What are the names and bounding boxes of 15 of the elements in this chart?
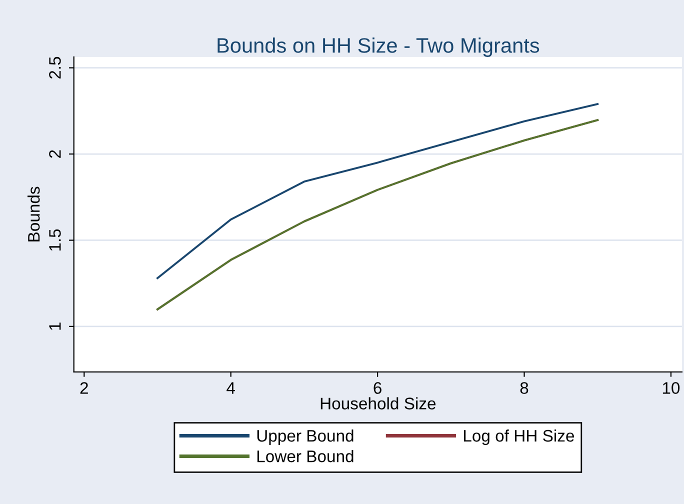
x-tick-label: 2 [80, 382, 88, 394]
chart-title: Bounds on HH Size - Two Migrants [218, 38, 540, 57]
x-tick-label: 6 [374, 382, 382, 394]
y-tick-label: 1.5 [49, 229, 61, 251]
x-tick-label: 4 [226, 382, 235, 394]
y-tick-label: 2.5 [49, 56, 61, 79]
legend-label: Lower Bound [257, 450, 354, 462]
y-tick-label: 2 [49, 150, 61, 158]
y-axis-title: Bounds [28, 186, 40, 242]
legend-label: Log of HH Size [464, 429, 574, 446]
x-tick-label: 10 [662, 382, 680, 394]
legend-label: Upper Bound [257, 429, 354, 446]
x-axis-title: Household Size [320, 397, 436, 410]
y-tick-label: 1 [49, 322, 61, 330]
x-tick-label: 8 [520, 382, 528, 394]
